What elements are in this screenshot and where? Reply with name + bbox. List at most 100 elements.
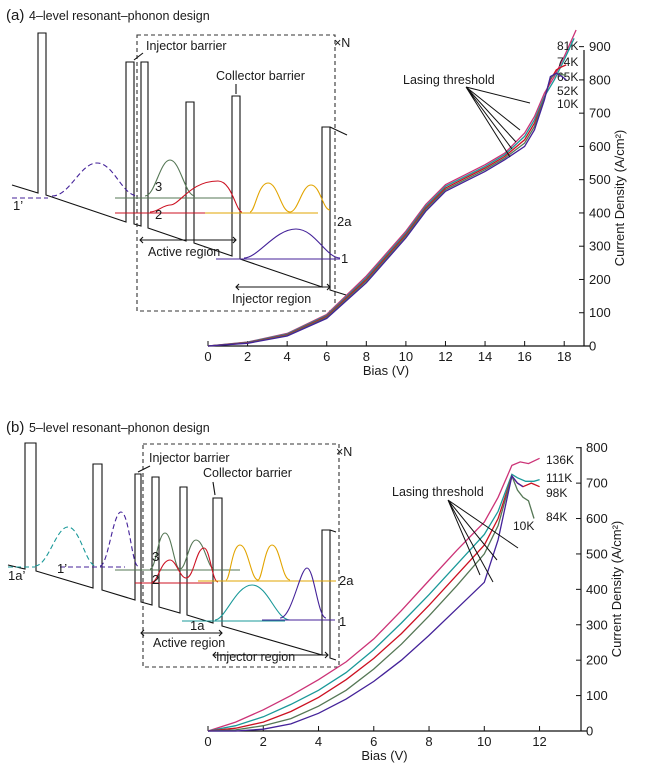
active-region-label: Active region [153,636,225,650]
x-tick-label: 10 [477,734,491,749]
level-label: 2 [155,207,162,222]
collector-barrier-label: Collector barrier [216,69,305,83]
series-label: 52K [557,84,578,98]
level-label: 1’ [13,198,23,213]
wavefunction-2a [226,545,290,580]
y-tick-label: 300 [586,617,608,632]
panel-a-label: (a) [6,7,24,24]
series-label: 10K [557,97,578,111]
wavefunction-2 [152,548,218,582]
series-line-84k [208,476,534,731]
y-tick-label: 0 [586,724,593,739]
y-tick-label: 800 [586,440,608,455]
collector-barrier-label: Collector barrier [203,466,292,480]
level-label: 2 [152,572,159,587]
lasing-threshold-arrows [448,500,518,582]
y-tick-label: 700 [586,476,608,491]
panel-b-label: (b) [6,419,24,436]
level-label: 1a’ [8,568,25,583]
x-tick-label: 2 [260,734,267,749]
y-tick-label: 400 [589,205,611,220]
x-tick-label: 16 [517,349,531,364]
series-label: 98K [546,486,567,500]
level-label: 3 [152,549,159,564]
panel-b-title: 5–level resonant–phonon design [29,421,210,435]
wavefunction-1a [215,585,290,620]
series-line-136k [208,458,540,731]
injector-barrier-pointer [138,466,150,472]
y-tick-label: 300 [589,239,611,254]
y-tick-label: 600 [586,511,608,526]
panel-b: (b) 5–level resonant–phonon design [6,419,624,763]
y-tick-label: 100 [586,688,608,703]
series-label: 84K [546,510,567,524]
repeat-label: ×N [334,36,350,50]
y-tick-label: 500 [589,172,611,187]
x-tick-label: 12 [438,349,452,364]
y-tick-label: 700 [589,106,611,121]
y-tick-label: 100 [589,305,611,320]
active-region-label: Active region [148,245,220,259]
conduction-band-end [330,127,347,135]
series-label: 136K [546,453,574,467]
injector-barrier-label: Injector barrier [149,451,230,465]
series-line-10k [208,476,523,731]
wavefunction-1prime [52,163,138,196]
injector-region-label: Injector region [216,650,295,664]
lasing-threshold-label: Lasing threshold [392,485,484,499]
y-tick-label: 200 [589,272,611,287]
active-region-arrow [140,237,236,243]
collector-barrier-pointer [213,482,215,495]
y-tick-label: 800 [589,72,611,87]
series-label: 111K [546,471,572,485]
x-tick-label: 6 [323,349,330,364]
level-label: 1’ [57,561,67,576]
wavefunction-2 [150,181,242,212]
x-axis-label: Bias (V) [361,748,407,763]
x-tick-label: 14 [478,349,492,364]
level-label: 2a [337,214,352,229]
series-label: 65K [557,70,578,84]
y-tick-label: 400 [586,582,608,597]
y-axis-label: Current Density (A/cm²) [612,130,627,267]
series-label: 74K [557,55,578,69]
level-label: 1 [341,251,348,266]
y-tick-label: 200 [586,653,608,668]
injector-barrier-label: Injector barrier [146,39,227,53]
series-line-98k [208,476,540,731]
wavefunction-3 [150,533,214,569]
level-label: 2a [339,573,354,588]
y-axis-label: Current Density (A/cm²) [609,521,624,658]
wavefunction-1prime [100,512,138,566]
lasing-threshold-label: Lasing threshold [403,73,495,87]
series-label: 10K [513,519,534,533]
x-tick-label: 12 [532,734,546,749]
wavefunction-1 [244,229,340,258]
wavefunction-3 [145,160,195,196]
x-tick-label: 0 [204,349,211,364]
injector-barrier-pointer [134,53,143,60]
level-label: 3 [155,179,162,194]
y-tick-label: 600 [589,139,611,154]
wavefunction-2a [250,183,330,212]
y-tick-label: 0 [589,339,596,354]
x-tick-label: 4 [284,349,291,364]
conduction-band-end [330,530,336,532]
injector-region-label: Injector region [232,292,311,306]
level-label: 1a [190,618,205,633]
panel-a-title: 4–level resonant–phonon design [29,9,210,23]
panel-a: (a) 4–level resonant–phonon design Injec… [6,7,627,378]
y-tick-label: 500 [586,546,608,561]
level-label: 1 [339,614,346,629]
x-tick-label: 6 [370,734,377,749]
x-tick-label: 8 [425,734,432,749]
x-tick-label: 10 [399,349,413,364]
repeat-label: ×N [336,445,352,459]
x-tick-label: 8 [363,349,370,364]
x-tick-label: 4 [315,734,322,749]
x-axis-label: Bias (V) [363,363,409,378]
x-tick-label: 0 [204,734,211,749]
wavefunction-1 [280,568,326,618]
y-tick-label: 900 [589,39,611,54]
